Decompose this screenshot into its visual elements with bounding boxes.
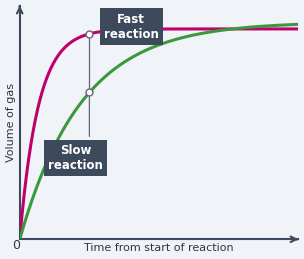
Text: Slow
reaction: Slow reaction xyxy=(48,144,103,172)
Text: Fast
reaction: Fast reaction xyxy=(104,13,159,41)
Y-axis label: Volume of gas: Volume of gas xyxy=(5,83,16,162)
X-axis label: Time from start of reaction: Time from start of reaction xyxy=(84,243,234,254)
Text: 0: 0 xyxy=(12,239,20,252)
